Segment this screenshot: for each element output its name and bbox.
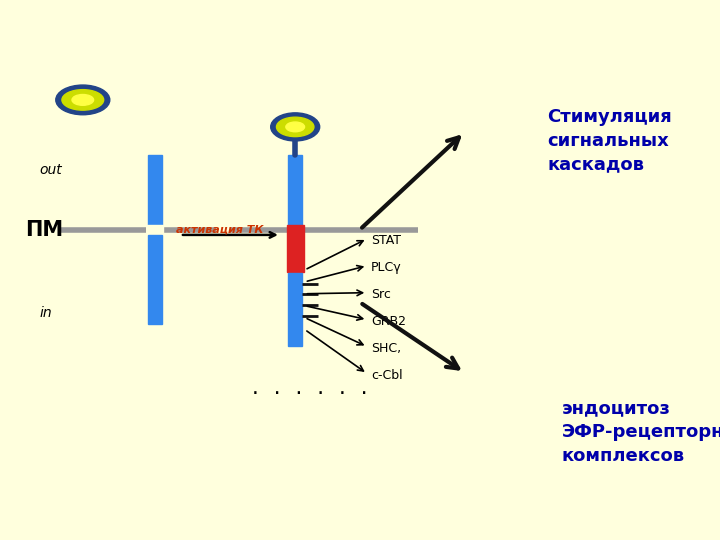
Ellipse shape: [271, 113, 320, 141]
Text: out: out: [40, 163, 63, 177]
Bar: [288, 273, 302, 346]
Ellipse shape: [276, 117, 314, 137]
Bar: [147, 225, 163, 234]
Text: STAT: STAT: [371, 234, 401, 247]
Bar: [287, 225, 304, 272]
Ellipse shape: [56, 85, 110, 115]
Text: GRB2: GRB2: [371, 315, 406, 328]
Text: Стимуляция
сигнальных
каскадов: Стимуляция сигнальных каскадов: [547, 108, 672, 173]
Text: in: in: [40, 306, 53, 320]
Text: активация ТК: активация ТК: [176, 225, 264, 235]
Ellipse shape: [286, 122, 305, 132]
Text: ПМ: ПМ: [25, 219, 63, 240]
Text: c-Cbl: c-Cbl: [371, 369, 402, 382]
Ellipse shape: [62, 90, 104, 110]
Text: PLCγ: PLCγ: [371, 261, 402, 274]
Bar: [148, 235, 162, 324]
Bar: [288, 155, 302, 225]
Text: Src: Src: [371, 288, 391, 301]
Text: эндоцитоз
ЭФР-рецепторных
комплексов: эндоцитоз ЭФР-рецепторных комплексов: [562, 400, 720, 465]
Ellipse shape: [72, 94, 94, 105]
Text: · · · · · ·: · · · · · ·: [250, 385, 369, 403]
Bar: [148, 155, 162, 225]
Text: SHC,: SHC,: [371, 342, 401, 355]
